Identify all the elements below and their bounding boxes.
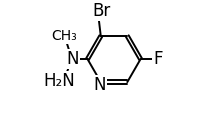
Text: Br: Br (92, 2, 110, 20)
Text: N: N (66, 50, 79, 68)
Text: CH₃: CH₃ (52, 29, 77, 43)
Text: N: N (93, 76, 106, 94)
Text: F: F (153, 50, 163, 68)
Text: H₂N: H₂N (43, 72, 75, 90)
